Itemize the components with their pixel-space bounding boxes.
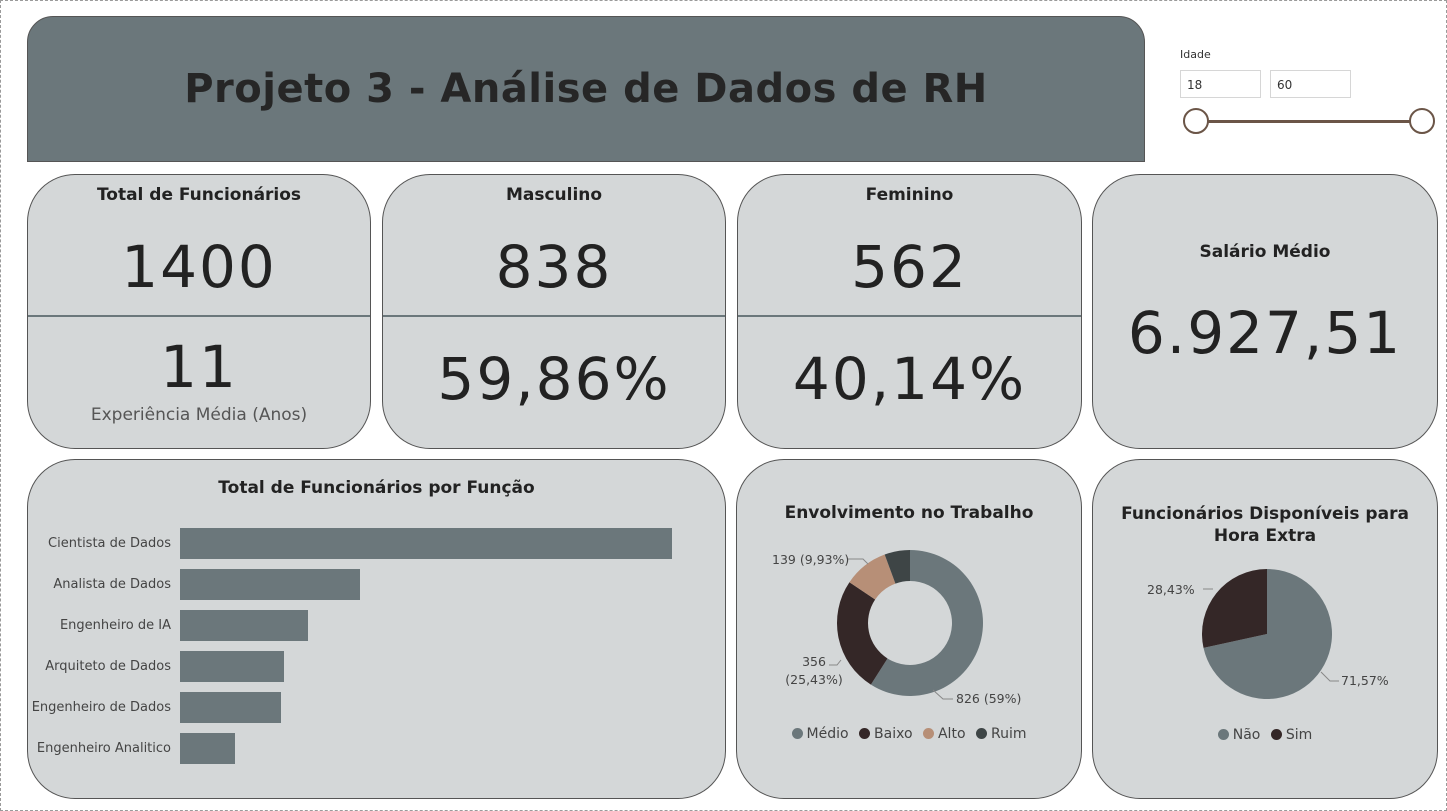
kpi-female-value: 562	[851, 233, 968, 301]
kpi-total-value: 1400	[121, 233, 277, 301]
bar-engenheiro-de-ia[interactable]	[180, 610, 309, 641]
engagement-legend: Médio Baixo Alto Ruim	[737, 726, 1081, 742]
legend-item-ruim[interactable]: Ruim	[975, 726, 1026, 742]
slice-sim[interactable]	[1202, 569, 1267, 648]
slice-mdio[interactable]	[870, 550, 983, 696]
header-banner: Projeto 3 - Análise de Dados de RH	[27, 16, 1145, 162]
leader-line-baixo	[829, 659, 842, 666]
legend-item-baixo[interactable]: Baixo	[859, 726, 913, 742]
bar-category-label: Engenheiro de Dados	[31, 700, 171, 715]
kpi-experience-label: Experiência Média (Anos)	[90, 405, 308, 425]
legend-item-sim[interactable]: Sim	[1270, 727, 1312, 743]
age-slider-track[interactable]	[1196, 120, 1424, 123]
kpi-total-title: Total de Funcionários	[96, 185, 302, 205]
legend-item-nao[interactable]: Não	[1217, 727, 1260, 743]
leader-line-medio	[932, 689, 953, 700]
donut-label-alto: 139 (9,93%)	[772, 552, 850, 567]
age-slicer-label: Idade	[1180, 48, 1211, 61]
legend-dot	[1270, 729, 1282, 740]
legend-dot	[791, 728, 803, 739]
kpi-male-card: Masculino 838 59,86%	[382, 174, 726, 449]
legend-dot	[1217, 729, 1229, 740]
leader-line-alto	[847, 558, 869, 565]
legend-dot	[922, 728, 934, 739]
kpi-male-percent: 59,86%	[437, 345, 671, 413]
kpi-male-title: Masculino	[505, 185, 603, 205]
bar-category-label: Analista de Dados	[53, 577, 171, 592]
pie-label-nao: 71,57%	[1341, 673, 1389, 688]
role-bar-chart-card: Total de Funcionários por Função Cientis…	[27, 459, 726, 799]
role-bar-chart: Cientista de Dados Analista de Dados Engen…	[28, 460, 725, 798]
kpi-divider	[28, 315, 370, 317]
slice-baixo[interactable]	[837, 582, 888, 685]
bar-analista-de-dados[interactable]	[180, 569, 360, 600]
pie-label-sim: 28,43%	[1147, 582, 1195, 597]
slice-no[interactable]	[1203, 569, 1332, 699]
age-slider-max-handle[interactable]	[1409, 108, 1435, 134]
kpi-salary-card: Salário Médio 6.927,51	[1092, 174, 1438, 449]
legend-item-medio[interactable]: Médio	[791, 726, 849, 742]
leader-line-nao	[1320, 671, 1339, 682]
page-title: Projeto 3 - Análise de Dados de RH	[184, 66, 988, 112]
legend-dot	[859, 728, 871, 739]
overtime-pie-chart	[1202, 569, 1339, 699]
bar-cientista-de-dados[interactable]	[180, 528, 672, 559]
slice-ruim[interactable]	[884, 550, 910, 584]
engagement-donut-chart	[829, 550, 983, 700]
kpi-male-value: 838	[495, 233, 613, 301]
overtime-legend: Não Sim	[1093, 727, 1437, 743]
age-slider-min-handle[interactable]	[1183, 108, 1209, 134]
overtime-chart-title: Funcionários Disponíveis para Hora Extra	[1121, 504, 1409, 546]
kpi-female-percent: 40,14%	[792, 345, 1027, 413]
age-max-input[interactable]: 60	[1270, 70, 1351, 98]
kpi-female-title: Feminino	[865, 185, 954, 205]
bar-category-label: Arquiteto de Dados	[45, 659, 171, 674]
kpi-divider	[383, 315, 725, 317]
age-slicer[interactable]: Idade 18 60	[1180, 48, 1440, 138]
kpi-salary-value: 6.927,51	[1127, 299, 1403, 367]
donut-label-baixo: 356 (25,43%)	[785, 654, 843, 687]
engagement-donut-card: Envolvimento no Trabalho 139 (9,93%) 356…	[736, 459, 1082, 799]
legend-dot	[975, 728, 987, 739]
bar-category-label: Engenheiro de IA	[59, 618, 171, 633]
kpi-salary-title: Salário Médio	[1199, 242, 1331, 262]
engagement-chart-title: Envolvimento no Trabalho	[784, 503, 1034, 523]
bar-engenheiro-de-dados[interactable]	[180, 692, 281, 723]
role-chart-title: Total de Funcionários por Função	[218, 478, 535, 498]
bar-category-label: Engenheiro Analitico	[36, 741, 171, 756]
kpi-experience-value: 11	[160, 333, 238, 401]
kpi-female-card: Feminino 562 40,14%	[737, 174, 1082, 449]
legend-item-alto[interactable]: Alto	[922, 726, 966, 742]
donut-label-medio: 826 (59%)	[956, 691, 1022, 706]
overtime-pie-card: Funcionários Disponíveis para Hora Extra…	[1092, 459, 1438, 799]
bar-category-label: Cientista de Dados	[48, 536, 171, 551]
age-min-input[interactable]: 18	[1180, 70, 1261, 98]
kpi-total-card: Total de Funcionários 1400 11 Experiênci…	[27, 174, 371, 449]
slice-alto[interactable]	[849, 554, 896, 600]
bar-engenheiro-analitico[interactable]	[180, 733, 236, 764]
kpi-divider	[738, 315, 1081, 317]
bar-arquiteto-de-dados[interactable]	[180, 651, 285, 682]
